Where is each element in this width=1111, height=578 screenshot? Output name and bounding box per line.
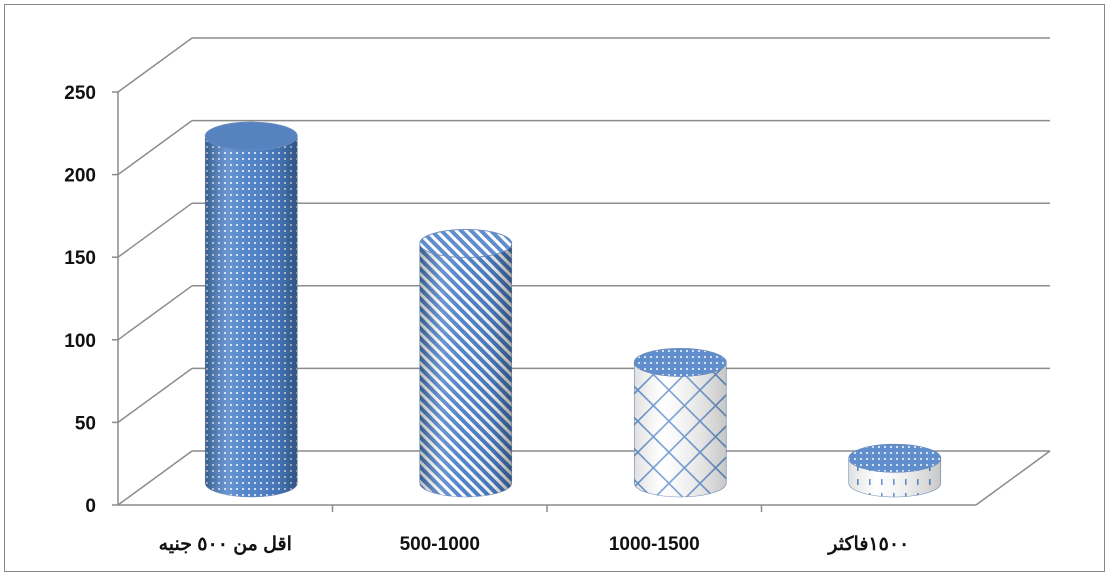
y-axis-tick-labels: 0 50 100 150 200 250: [64, 83, 96, 517]
y-tick-label: 100: [64, 331, 96, 352]
gridline-side: [117, 367, 193, 424]
gridline-side: [117, 285, 193, 341]
bar-top-cap: [419, 229, 513, 258]
y-tick-label: 50: [75, 413, 96, 434]
bar-top-highlight: [848, 444, 941, 473]
bar-shading: [205, 136, 298, 497]
bar-4: [848, 443, 942, 498]
bar-top-highlight: [419, 229, 512, 258]
bar-1: [204, 121, 298, 498]
bar-top-cap: [204, 121, 298, 151]
floor-right-edge: [975, 450, 1051, 506]
y-tick-label: 150: [64, 248, 96, 269]
x-axis-category-labels: اقل من ٥٠٠ جنيه 500-1000 1000-1500 ١٥٠٠فاكث…: [159, 534, 910, 555]
bar-shading: [634, 362, 727, 497]
bar-shading: [848, 458, 941, 497]
bar-top-cap: [633, 348, 727, 377]
floor-left-edge: [117, 450, 193, 506]
x-category-label: اقل من ٥٠٠ جنيه: [159, 534, 292, 555]
gridline-side: [117, 37, 193, 93]
gridlines: [117, 37, 1050, 424]
bar-2: [419, 229, 513, 498]
y-tick-label: 200: [64, 166, 96, 187]
x-category-label: 1000-1500: [609, 534, 700, 555]
bar-shading: [419, 243, 512, 497]
bars: [204, 121, 942, 498]
bar-top-highlight: [205, 122, 298, 151]
gridline-side: [117, 119, 193, 176]
x-category-label: 500-1000: [400, 534, 480, 555]
bar-top-highlight: [634, 348, 727, 377]
bar-3: [633, 348, 727, 498]
y-tick-label: 0: [85, 496, 96, 517]
bar-top-cap: [848, 443, 942, 473]
x-category-label: ١٥٠٠فاكثر: [826, 534, 909, 555]
gridline-side: [117, 202, 193, 258]
y-tick-label: 250: [64, 83, 96, 104]
